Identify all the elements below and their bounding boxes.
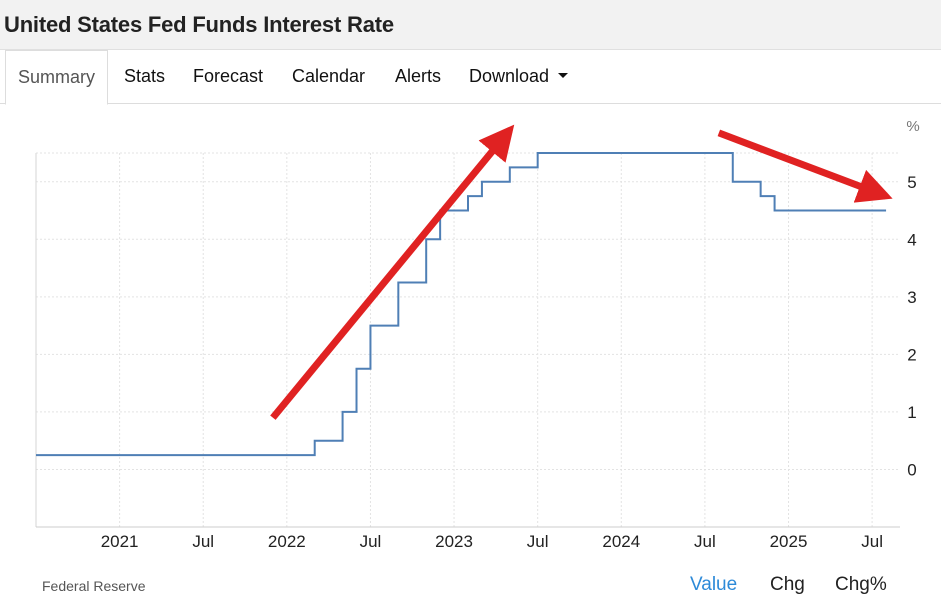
- change-button[interactable]: Chg: [770, 574, 805, 595]
- x-tick-label: 2025: [770, 532, 808, 551]
- y-axis-unit: %: [906, 118, 919, 135]
- source-label: Federal Reserve: [42, 578, 146, 594]
- page-title: United States Fed Funds Interest Rate: [4, 12, 394, 37]
- tab-summary[interactable]: Summary: [5, 50, 109, 105]
- tab-forecast[interactable]: Forecast: [193, 66, 264, 86]
- x-tick-label: 2022: [268, 532, 306, 551]
- y-tick-label: 2: [907, 345, 916, 364]
- y-tick-label: 1: [907, 403, 916, 422]
- tab-download[interactable]: Download: [469, 50, 569, 104]
- x-tick-label: 2023: [435, 532, 473, 551]
- change-percent-button[interactable]: Chg%: [835, 574, 887, 595]
- caret-down-icon: [558, 72, 569, 78]
- tab-bar: Summary Stats Forecast Calendar Alerts D…: [0, 50, 941, 105]
- rate-series-line: [36, 152, 887, 457]
- x-tick-label: Jul: [192, 532, 214, 551]
- x-tick-label: Jul: [527, 532, 549, 551]
- x-tick-label: Jul: [694, 532, 716, 551]
- tab-alerts[interactable]: Alerts: [395, 66, 442, 86]
- y-tick-label: 5: [907, 173, 916, 192]
- x-tick-label: 2021: [101, 532, 139, 551]
- falling-trend-arrow: [717, 129, 893, 203]
- x-tick-label: Jul: [360, 532, 382, 551]
- y-tick-label: 0: [907, 460, 916, 479]
- value-button[interactable]: Value: [690, 574, 738, 595]
- rising-trend-arrow: [270, 124, 515, 420]
- tab-calendar[interactable]: Calendar: [292, 66, 366, 86]
- y-tick-label: 3: [907, 288, 916, 307]
- title-bar: United States Fed Funds Interest Rate: [0, 0, 941, 50]
- y-tick-label: 4: [907, 230, 916, 249]
- rate-chart: 2021 Jul 2022 Jul 2023 Jul 2024 Jul 2025 Jul 0 1 2 3 4…: [35, 118, 920, 551]
- x-tick-label: Jul: [861, 532, 883, 551]
- tab-stats[interactable]: Stats: [124, 66, 166, 86]
- x-tick-label: 2024: [602, 532, 640, 551]
- tab-download-label: Download: [469, 66, 550, 86]
